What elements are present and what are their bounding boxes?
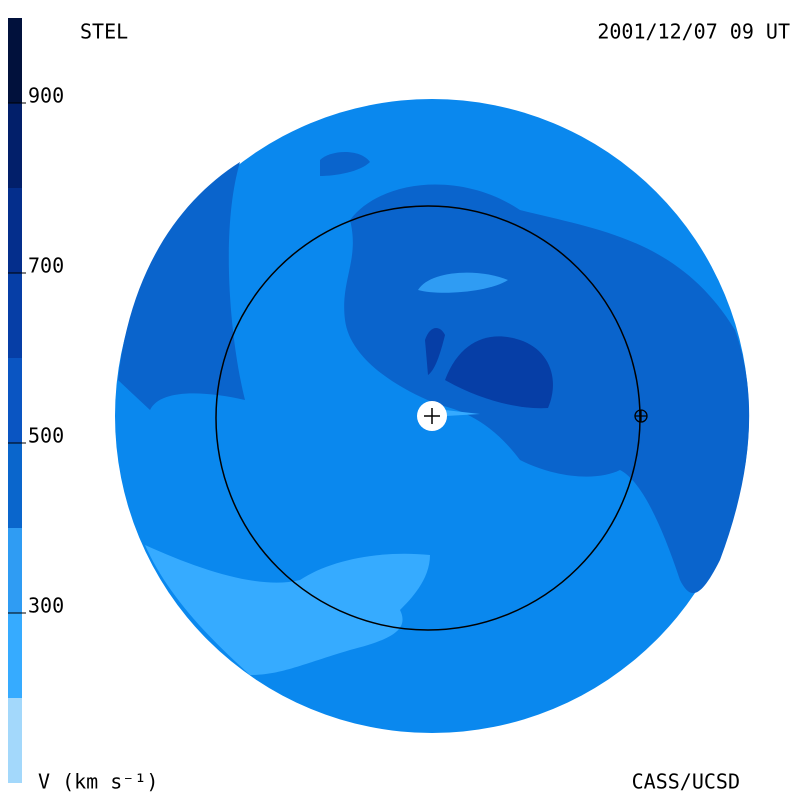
colorbar-band [8,18,22,103]
region [145,545,430,675]
colorbar-band [8,188,22,273]
colorbar-band [8,613,22,698]
region [118,162,245,410]
map [115,99,750,733]
colorbar-label: V (km s⁻¹) [38,770,158,794]
colorbar-tick-label: 900 [28,84,64,108]
region [425,328,445,375]
region [418,272,508,293]
region [320,152,370,176]
sun-marker [424,408,440,424]
colorbar-band [8,103,22,188]
region [445,336,553,409]
colorbar: 300 500 700 900 [8,18,64,783]
colorbar-tick-label: 500 [28,424,64,448]
colorbar-tick-label: 300 [28,594,64,618]
date: 2001/12/07 09 UT [597,20,790,44]
credit: CASS/UCSD [632,770,740,794]
region [445,410,480,416]
colorbar-band [8,698,22,783]
earth-orbit [215,205,641,631]
colorbar-band [8,443,22,528]
colorbar-band [8,528,22,613]
colorbar-band [8,358,22,443]
title: STEL [80,20,128,44]
colorbar-band [8,273,22,358]
colorbar-tick-label: 700 [28,254,64,278]
earth-marker [635,410,647,422]
